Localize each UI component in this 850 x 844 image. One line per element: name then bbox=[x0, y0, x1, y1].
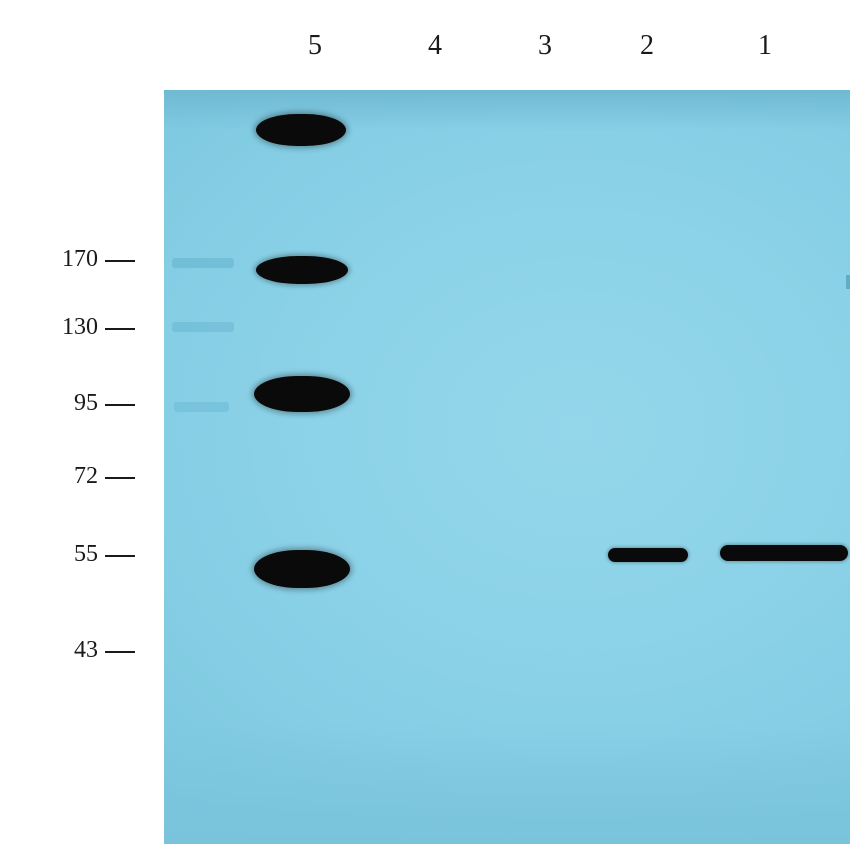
band-lane5-105 bbox=[254, 376, 350, 412]
faint-band-3 bbox=[174, 402, 229, 412]
faint-band-2 bbox=[172, 322, 234, 332]
mw-tick-95 bbox=[105, 404, 135, 406]
lane-label-3: 3 bbox=[538, 30, 552, 62]
blot-membrane bbox=[164, 90, 850, 844]
mw-tick-170 bbox=[105, 260, 135, 262]
lane-label-1: 1 bbox=[758, 30, 772, 62]
lane-label-4: 4 bbox=[428, 30, 442, 62]
mw-label-72: 72 bbox=[74, 463, 98, 490]
band-lane2-55 bbox=[608, 548, 688, 562]
blot-shade-bottom bbox=[164, 724, 850, 844]
mw-label-55: 55 bbox=[74, 541, 98, 568]
mw-label-95: 95 bbox=[74, 390, 98, 417]
band-lane5-170 bbox=[256, 256, 348, 284]
mw-tick-72 bbox=[105, 477, 135, 479]
mw-label-170: 170 bbox=[62, 246, 98, 273]
mw-label-130: 130 bbox=[62, 314, 98, 341]
mw-tick-130 bbox=[105, 328, 135, 330]
faint-edge-mark bbox=[846, 275, 850, 289]
band-lane5-top bbox=[256, 114, 346, 146]
mw-tick-43 bbox=[105, 651, 135, 653]
band-lane5-55 bbox=[254, 550, 350, 588]
lane-label-2: 2 bbox=[640, 30, 654, 62]
faint-band-1 bbox=[172, 258, 234, 268]
figure-container: 5 4 3 2 1 170 130 95 72 55 43 bbox=[0, 0, 850, 844]
mw-tick-55 bbox=[105, 555, 135, 557]
mw-label-43: 43 bbox=[74, 637, 98, 664]
lane-label-5: 5 bbox=[308, 30, 322, 62]
band-lane1-55 bbox=[720, 545, 848, 561]
